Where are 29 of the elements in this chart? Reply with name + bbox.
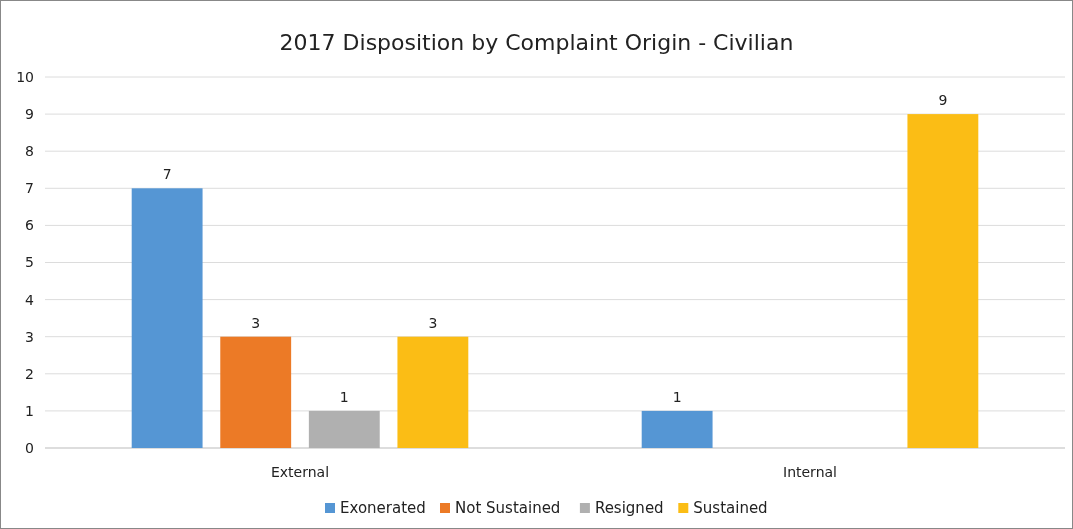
y-tick-label: 4 [25,291,35,308]
y-tick-label: 2 [25,365,34,382]
y-tick-label: 6 [25,217,35,234]
chart-title: 2017 Disposition by Complaint Origin - Civilian [279,30,794,55]
y-tick-label: 10 [16,68,34,85]
legend-label: Resigned [594,499,664,517]
bar [907,114,979,448]
legend-label: Sustained [693,499,768,517]
data-label: 9 [938,92,948,109]
x-tick-label: External [270,464,330,480]
data-label: 3 [251,314,261,331]
legend-label: Exonerated [340,499,426,517]
bar [220,336,292,448]
data-label: 1 [672,388,682,405]
data-label: 7 [162,166,172,183]
data-label: 1 [339,388,349,405]
y-tick-label: 5 [25,254,34,271]
y-tick-label: 7 [25,180,34,197]
bar [131,188,203,448]
y-tick-label: 8 [25,143,34,160]
y-tick-label: 1 [25,402,34,419]
bar [397,336,469,448]
x-tick-label: Internal [783,464,837,480]
bar [641,410,713,448]
y-tick-label: 3 [25,328,34,345]
legend-label: Not Sustained [455,499,561,517]
data-label: 3 [428,314,438,331]
y-tick-label: 9 [25,106,34,122]
y-tick-label: 0 [25,439,34,456]
